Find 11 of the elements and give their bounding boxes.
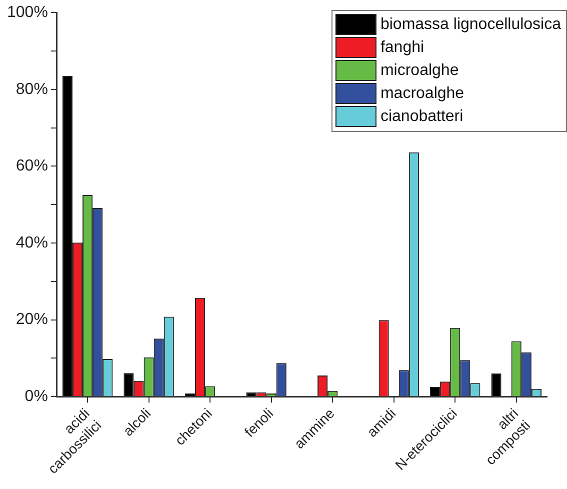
- legend-label: microalghe: [380, 62, 459, 79]
- y-tick-label: 0%: [24, 388, 48, 405]
- legend-label: fanghi: [380, 38, 424, 56]
- legend-label: macroalghe: [380, 84, 464, 102]
- y-tick-label: 100%: [7, 4, 48, 22]
- legend-label: biomassa lignocellulosica: [380, 16, 562, 33]
- legend-label: cianobatteri: [380, 108, 464, 125]
- y-tick-label: 20%: [16, 311, 48, 328]
- y-tick-label: 80%: [16, 80, 48, 98]
- y-tick-label: 60%: [16, 158, 48, 175]
- y-tick-label: 40%: [16, 234, 48, 252]
